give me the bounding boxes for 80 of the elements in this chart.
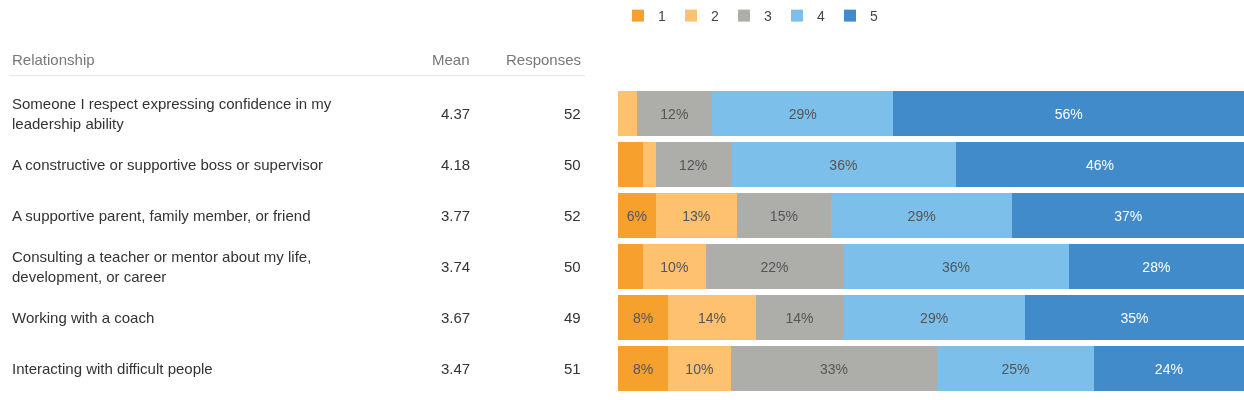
data-label: 15% bbox=[769, 207, 798, 224]
text: 50 bbox=[564, 258, 581, 275]
data-label: 29% bbox=[907, 207, 936, 224]
bar bbox=[755, 295, 844, 340]
bar bbox=[618, 244, 644, 289]
text: 3.74 bbox=[441, 258, 471, 275]
data-label: 29% bbox=[788, 105, 817, 122]
data-label: 56% bbox=[1054, 105, 1083, 122]
bar bbox=[1024, 295, 1244, 340]
bar bbox=[618, 142, 644, 187]
text: 52 bbox=[564, 105, 581, 122]
y-tick-label: Interacting with difficult people bbox=[12, 360, 213, 377]
bar bbox=[618, 91, 637, 136]
bar bbox=[636, 91, 712, 136]
text: Mean bbox=[432, 51, 470, 68]
text: 50 bbox=[564, 156, 581, 173]
bar bbox=[893, 91, 1244, 136]
text: 3.77 bbox=[441, 207, 471, 224]
y-tick-label: Working with a coach bbox=[12, 309, 155, 326]
text: 52 bbox=[564, 207, 581, 224]
text: 3.67 bbox=[441, 309, 471, 326]
y-tick-label: Consulting a teacher or mentor about my life, development, or career bbox=[12, 248, 312, 285]
data-label: 6% bbox=[626, 207, 647, 224]
data-label: 14% bbox=[785, 309, 814, 326]
data-label: 36% bbox=[829, 156, 858, 173]
text: 51 bbox=[564, 360, 581, 377]
bar bbox=[668, 346, 731, 391]
data-label: 25% bbox=[1001, 360, 1030, 377]
data-label: 8% bbox=[632, 360, 654, 377]
data-label: 37% bbox=[1114, 207, 1143, 224]
text: 49 bbox=[564, 309, 581, 326]
bar bbox=[830, 193, 1013, 238]
data-label: 33% bbox=[819, 360, 848, 377]
legend-label: 1 bbox=[658, 8, 666, 25]
bar bbox=[655, 193, 737, 238]
y-tick-label: A constructive or supportive boss or supervisor bbox=[12, 156, 323, 173]
bar bbox=[705, 244, 844, 289]
legend-label: 3 bbox=[764, 8, 772, 25]
data-label: 29% bbox=[920, 309, 949, 326]
bar bbox=[1068, 244, 1244, 289]
bar bbox=[736, 193, 831, 238]
data-label: 8% bbox=[632, 309, 654, 326]
bar bbox=[668, 295, 756, 340]
legend-label: 4 bbox=[817, 8, 825, 25]
text: 4.18 bbox=[441, 156, 471, 173]
data-label: 22% bbox=[760, 258, 789, 275]
data-label: 13% bbox=[682, 207, 711, 224]
bar bbox=[1012, 193, 1244, 238]
data-label: 24% bbox=[1154, 360, 1183, 377]
data-label: 46% bbox=[1086, 156, 1115, 173]
legend-label: 2 bbox=[711, 8, 719, 25]
bar bbox=[843, 295, 1025, 340]
data-label: 12% bbox=[660, 105, 689, 122]
bar bbox=[618, 193, 656, 238]
bar bbox=[643, 142, 656, 187]
bar bbox=[618, 346, 669, 391]
bar bbox=[711, 91, 894, 136]
data-label: 10% bbox=[660, 258, 689, 275]
text: 3.47 bbox=[441, 360, 471, 377]
text: 4.37 bbox=[441, 105, 471, 122]
bar bbox=[1093, 346, 1244, 391]
data-label: 36% bbox=[942, 258, 971, 275]
text: Relationship bbox=[12, 51, 95, 68]
data-label: 12% bbox=[679, 156, 708, 173]
bar bbox=[655, 142, 731, 187]
data-label: 14% bbox=[697, 309, 726, 326]
bar bbox=[937, 346, 1094, 391]
data-label: 35% bbox=[1120, 309, 1149, 326]
y-tick-label: A supportive parent, family member, or friend bbox=[12, 207, 311, 224]
data-label: 10% bbox=[685, 360, 714, 377]
legend-label: 5 bbox=[870, 8, 878, 25]
bar bbox=[730, 346, 938, 391]
y-tick-label: Someone I respect expressing confidence in my leadership ability bbox=[12, 95, 332, 132]
bar bbox=[956, 142, 1244, 187]
bar bbox=[643, 244, 706, 289]
bar bbox=[618, 295, 669, 340]
data-label: 28% bbox=[1142, 258, 1171, 275]
text: Responses bbox=[506, 51, 582, 68]
bar bbox=[843, 244, 1069, 289]
bar bbox=[730, 142, 957, 187]
